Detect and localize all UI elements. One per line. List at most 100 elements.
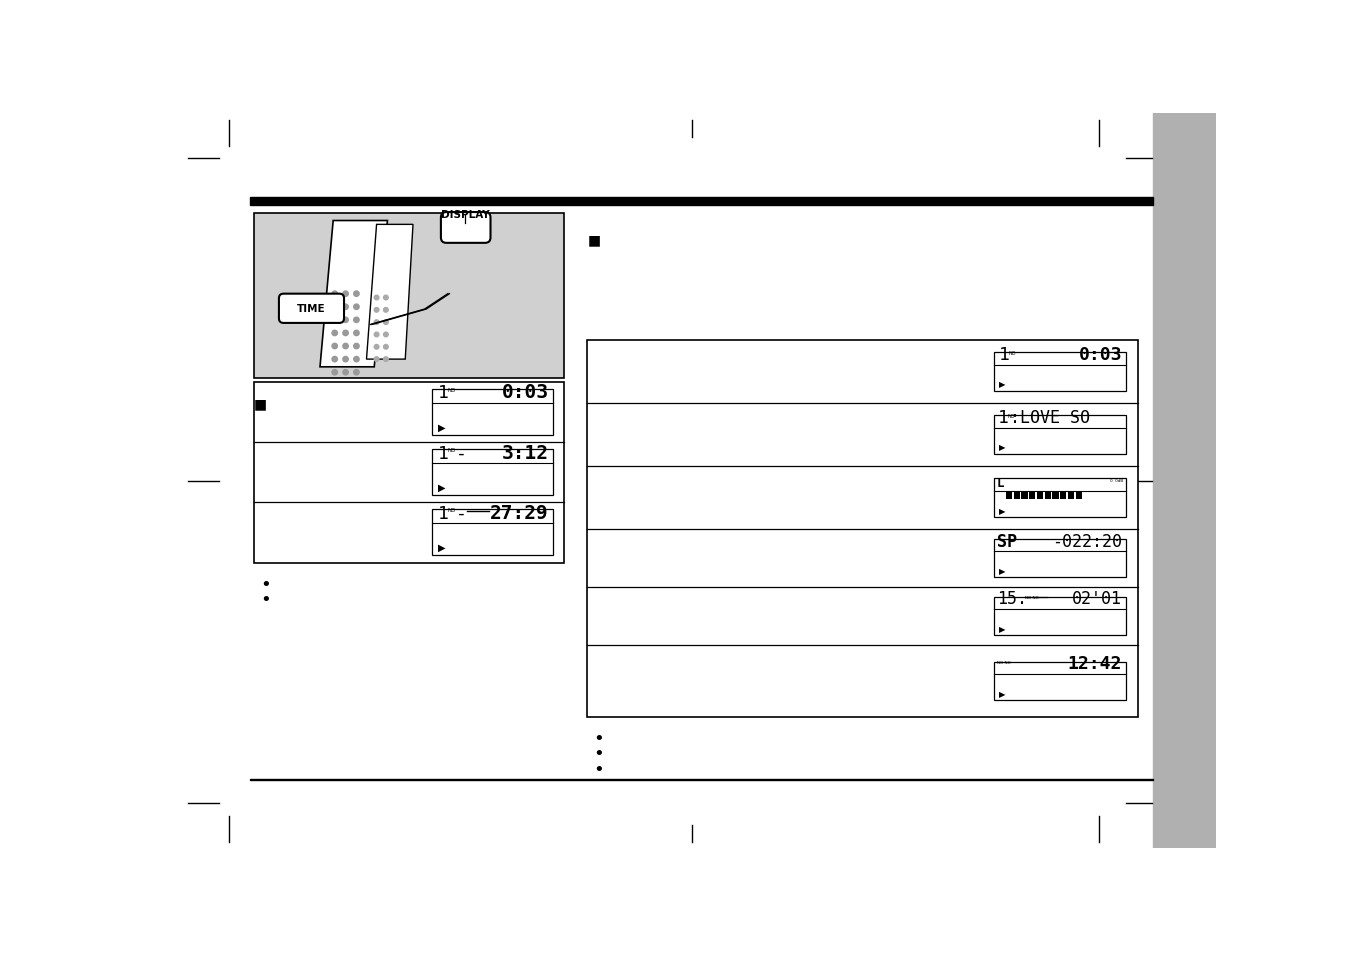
Text: TIME: TIME — [297, 304, 326, 314]
Text: •: • — [261, 591, 272, 608]
Text: SP: SP — [997, 532, 1017, 550]
Circle shape — [332, 370, 338, 375]
Text: 0  0dB: 0 0dB — [1111, 478, 1124, 482]
FancyBboxPatch shape — [440, 213, 490, 244]
Bar — [994, 539, 1125, 578]
Circle shape — [343, 331, 349, 336]
Text: 3:12: 3:12 — [501, 443, 549, 462]
Text: -: - — [455, 504, 466, 522]
Text: ■: ■ — [254, 396, 267, 411]
Bar — [1075, 491, 1082, 499]
Bar — [1052, 491, 1059, 499]
Bar — [994, 662, 1125, 700]
Text: 0:03: 0:03 — [1078, 346, 1123, 364]
Text: :LOVE SO: :LOVE SO — [1009, 409, 1090, 427]
Circle shape — [332, 331, 338, 336]
Circle shape — [354, 344, 359, 350]
Text: ▶: ▶ — [998, 380, 1005, 389]
Bar — [1036, 491, 1043, 499]
Bar — [994, 353, 1125, 392]
Bar — [994, 597, 1125, 636]
Text: ■: ■ — [588, 233, 600, 247]
Circle shape — [343, 317, 349, 323]
Circle shape — [332, 344, 338, 350]
Text: 1: 1 — [998, 409, 1009, 427]
Text: ▶: ▶ — [998, 689, 1005, 698]
Text: NO NO: NO NO — [997, 660, 1011, 664]
Text: ▶: ▶ — [998, 566, 1005, 576]
FancyBboxPatch shape — [278, 294, 345, 324]
Circle shape — [332, 305, 338, 310]
Bar — [1006, 491, 1012, 499]
Circle shape — [354, 357, 359, 362]
Text: ▶: ▶ — [438, 482, 446, 493]
Circle shape — [374, 357, 378, 362]
Circle shape — [354, 317, 359, 323]
Bar — [1013, 491, 1020, 499]
Bar — [1061, 491, 1066, 499]
Text: 1: 1 — [998, 346, 1009, 364]
Circle shape — [384, 308, 388, 313]
Text: ▶: ▶ — [998, 443, 1005, 452]
Bar — [1029, 491, 1035, 499]
Text: NO: NO — [1008, 414, 1015, 419]
Text: -: - — [455, 444, 466, 462]
Circle shape — [384, 320, 388, 325]
Circle shape — [332, 292, 338, 297]
Circle shape — [374, 333, 378, 337]
Bar — [250, 198, 1154, 206]
Circle shape — [374, 295, 378, 300]
Polygon shape — [320, 221, 388, 368]
Bar — [1154, 114, 1216, 848]
Text: •: • — [593, 760, 604, 778]
Text: 27:29: 27:29 — [490, 503, 549, 522]
Bar — [1067, 491, 1074, 499]
Circle shape — [374, 320, 378, 325]
Bar — [994, 479, 1125, 517]
Polygon shape — [366, 225, 413, 359]
Circle shape — [384, 295, 388, 300]
Text: NO: NO — [1009, 351, 1016, 355]
Circle shape — [354, 305, 359, 310]
Text: NO: NO — [449, 388, 457, 393]
Text: ▶: ▶ — [438, 422, 446, 433]
Bar — [254, 213, 565, 379]
Circle shape — [343, 370, 349, 375]
Text: 1: 1 — [438, 384, 449, 402]
Circle shape — [332, 317, 338, 323]
Circle shape — [354, 292, 359, 297]
Circle shape — [343, 305, 349, 310]
Bar — [994, 416, 1125, 455]
Text: •: • — [593, 744, 604, 762]
Circle shape — [354, 370, 359, 375]
Circle shape — [343, 357, 349, 362]
Text: 15.: 15. — [997, 590, 1027, 608]
Text: DISPLAY: DISPLAY — [440, 210, 489, 220]
Circle shape — [354, 331, 359, 336]
Text: NO NO: NO NO — [1025, 596, 1039, 599]
Text: 02'01: 02'01 — [1073, 590, 1123, 608]
Text: L: L — [997, 476, 1004, 490]
Text: NO: NO — [449, 448, 457, 453]
Text: 0:03: 0:03 — [501, 383, 549, 402]
Text: •: • — [261, 575, 272, 593]
Text: 12:42: 12:42 — [1067, 655, 1123, 673]
Text: ▶: ▶ — [998, 506, 1005, 515]
Bar — [588, 340, 1138, 718]
Bar — [432, 510, 553, 556]
Bar — [432, 390, 553, 436]
Text: 1: 1 — [438, 444, 449, 462]
Circle shape — [343, 344, 349, 350]
Circle shape — [374, 345, 378, 350]
Text: •: • — [593, 729, 604, 747]
Text: ▶: ▶ — [998, 624, 1005, 633]
Bar — [1044, 491, 1051, 499]
Circle shape — [384, 345, 388, 350]
Text: -022:20: -022:20 — [1052, 532, 1123, 550]
Circle shape — [343, 292, 349, 297]
Text: 1: 1 — [438, 504, 449, 522]
Bar — [254, 383, 565, 563]
Bar — [250, 780, 1154, 781]
Bar — [432, 450, 553, 496]
Circle shape — [374, 308, 378, 313]
